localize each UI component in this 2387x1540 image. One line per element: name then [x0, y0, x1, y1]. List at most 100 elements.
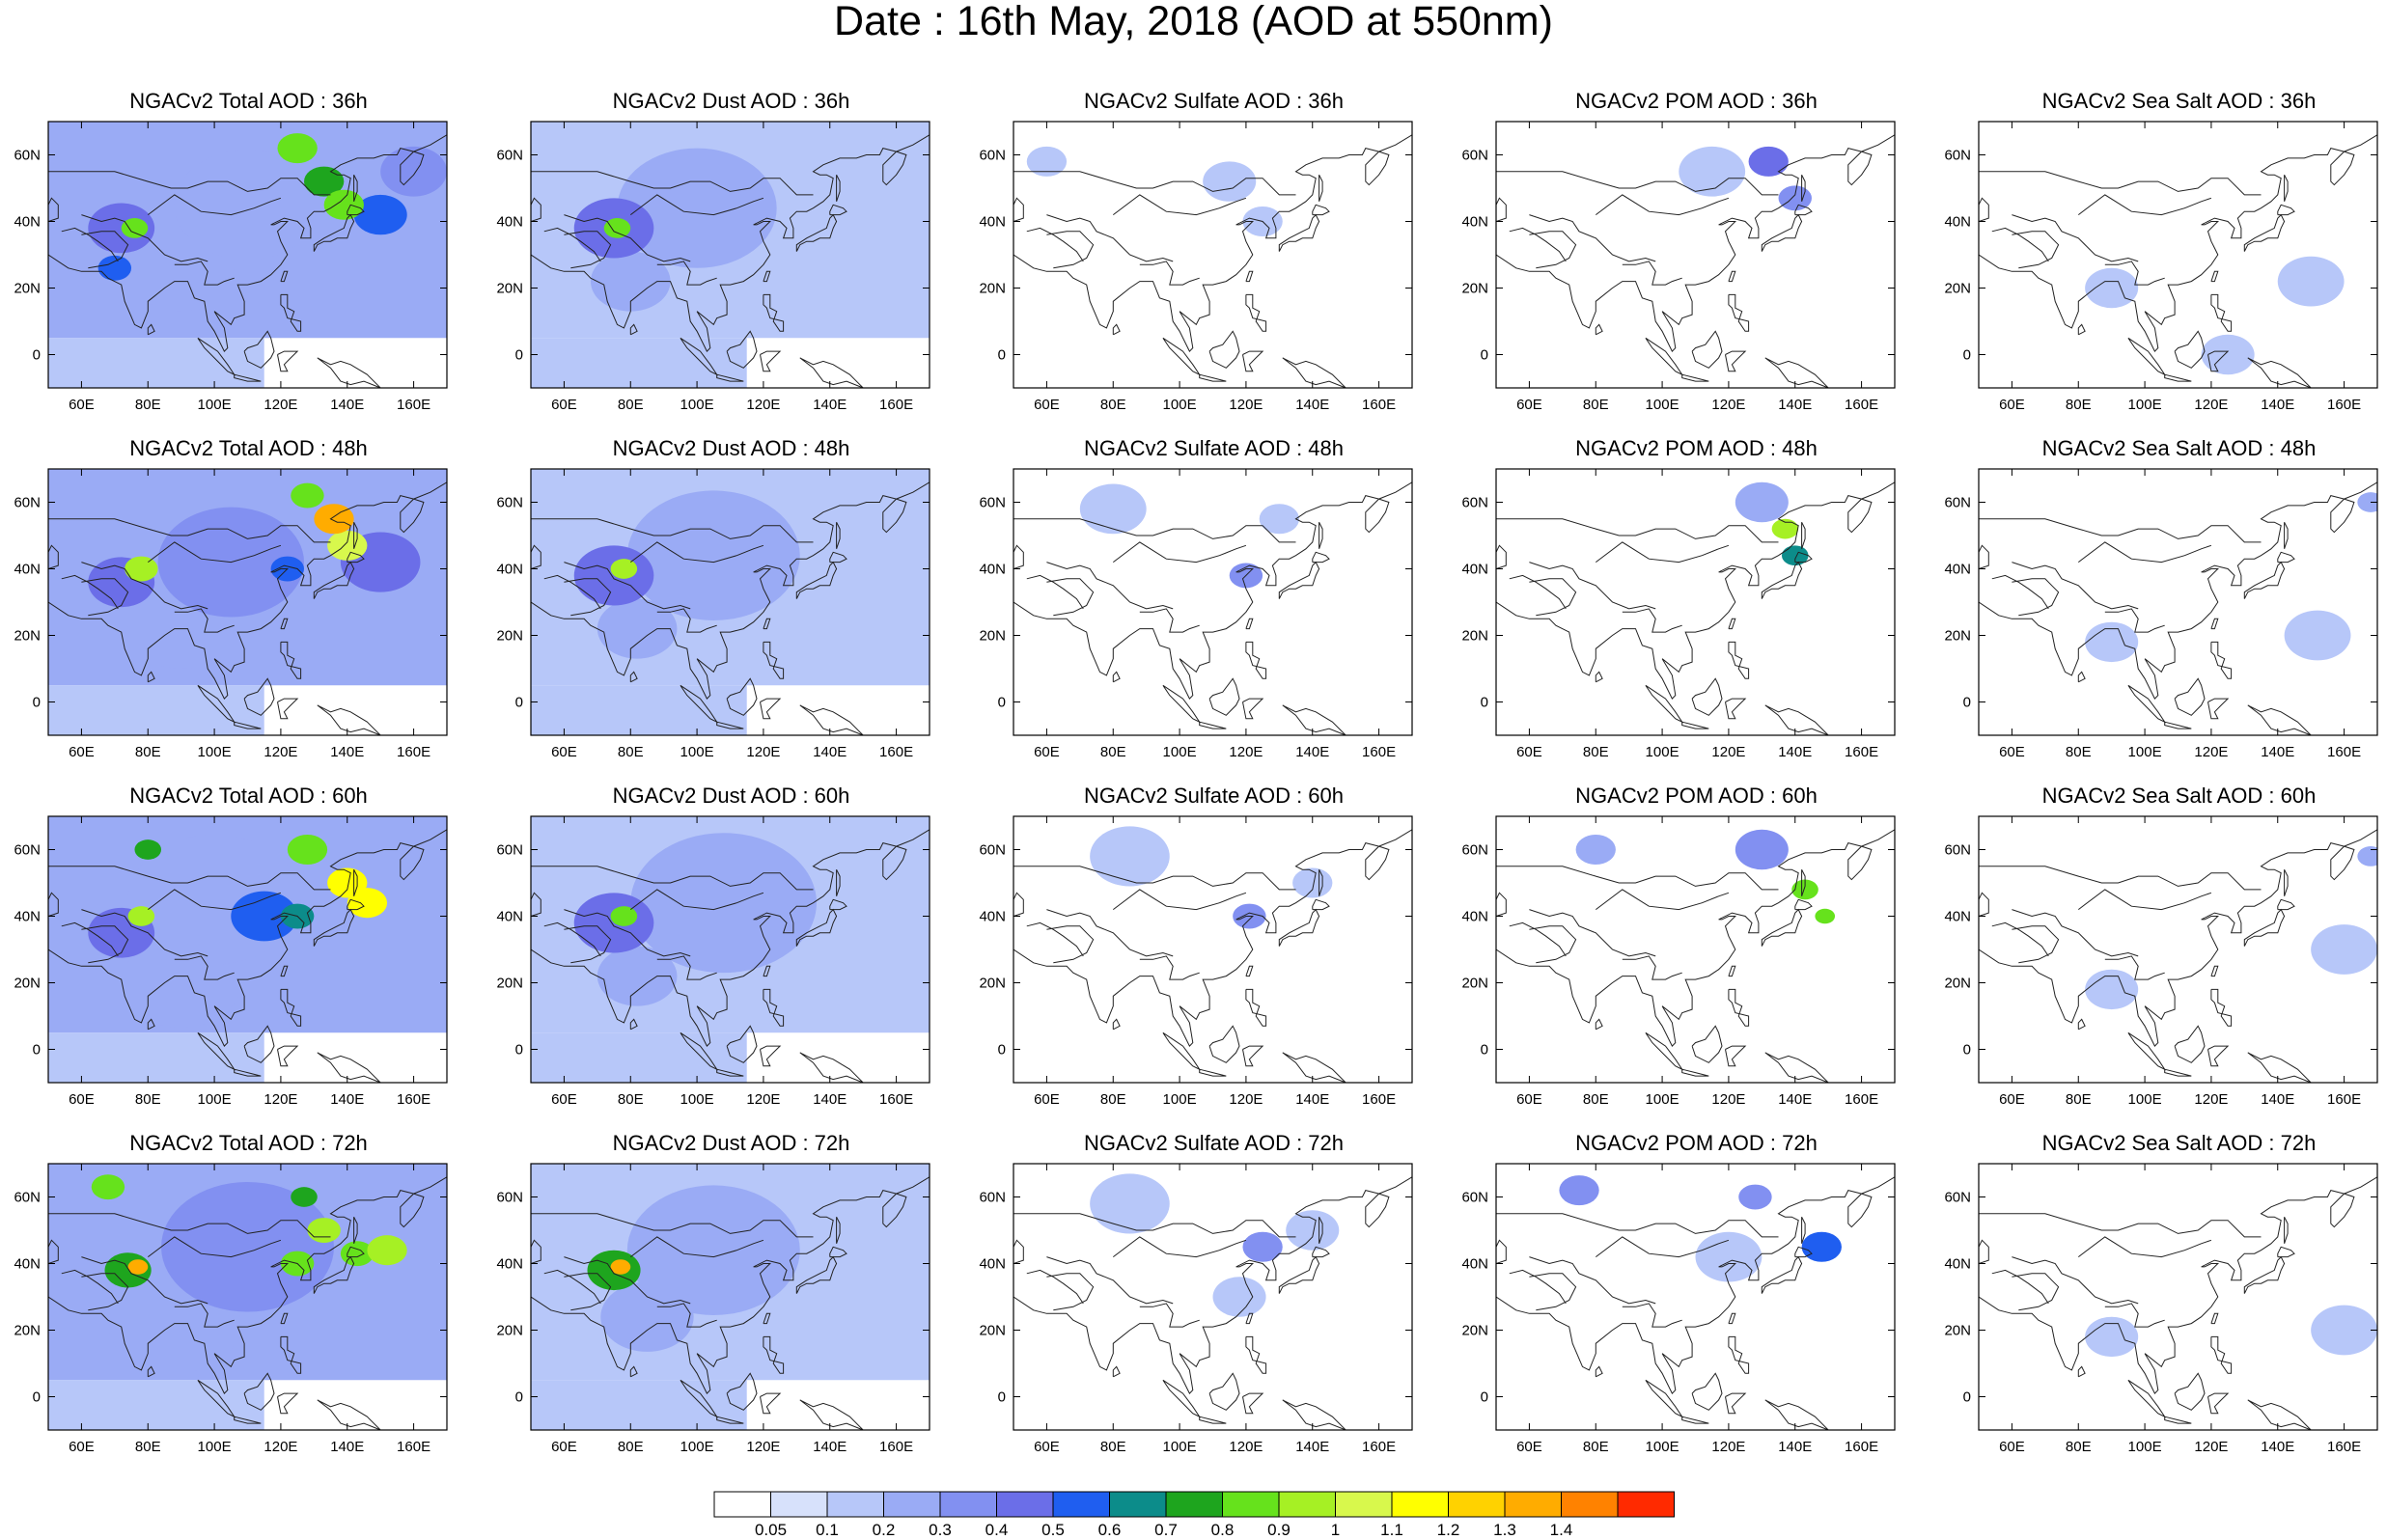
coastline — [1242, 1045, 1264, 1067]
lat-tick-label: 20N — [1461, 1323, 1488, 1339]
aod-map: 60E 80E 100E 120E 140E 160E 0 20N 40N 60N — [979, 121, 1413, 413]
coastline — [48, 1213, 331, 1238]
coastline — [2012, 1256, 2139, 1305]
lon-tick-label: 160E — [1845, 744, 1878, 760]
aod-map: 60E 80E 100E 120E 140E 160E 0 20N 40N 60N — [14, 468, 448, 760]
panel-title: NGACv2 Sea Salt AOD : 72h — [2041, 1131, 2317, 1155]
lat-tick-label: 0 — [1963, 695, 1971, 711]
coastline — [795, 908, 838, 947]
coastline — [1318, 521, 1323, 549]
lon-tick-label: 160E — [1845, 1091, 1878, 1108]
map-frame — [1495, 1163, 1896, 1431]
coastline — [1529, 231, 1577, 269]
map-frame — [530, 121, 930, 389]
panel-title: NGACv2 Dust AOD : 72h — [612, 1131, 850, 1155]
coastline — [317, 704, 381, 735]
aod-plume — [91, 1174, 125, 1200]
lon-tick-label: 80E — [1100, 1439, 1126, 1455]
coastline — [836, 868, 841, 896]
lon-tick-label: 60E — [1034, 397, 1060, 413]
coastline — [1282, 357, 1346, 388]
coastline — [1691, 330, 1723, 369]
lat-tick-label: 0 — [1481, 1389, 1488, 1406]
coastline — [1509, 1269, 1567, 1305]
lon-tick-label: 100E — [2128, 744, 2162, 760]
coastline — [2247, 704, 2312, 735]
colorbar-label: 1.4 — [1550, 1521, 1573, 1537]
coastline — [61, 227, 119, 262]
lat-tick-label: 60N — [496, 148, 523, 164]
lat-tick-label: 40N — [1461, 562, 1488, 578]
lon-tick-label: 140E — [1295, 397, 1329, 413]
aod-map: 60E 80E 100E 120E 140E 160E 0 20N 40N 60N — [1461, 121, 1896, 413]
lon-tick-label: 120E — [2194, 1439, 2228, 1455]
coastline — [1728, 965, 1736, 977]
map-panel-sulfate-48h: NGACv2 Sulfate AOD : 48h 60E 80E 100E 120E 14… — [979, 437, 1414, 760]
lon-tick-label: 140E — [813, 1091, 847, 1108]
coastline — [1496, 518, 1779, 543]
coastline — [1691, 1025, 1723, 1063]
aod-field — [48, 469, 447, 735]
lat-tick-label: 40N — [496, 562, 523, 578]
lon-tick-label: 60E — [1999, 744, 2025, 760]
aod-plume — [573, 893, 654, 953]
aod-plume — [307, 1218, 341, 1243]
map-frame — [1495, 121, 1896, 389]
coastline — [1046, 1256, 1174, 1305]
lat-tick-label: 20N — [14, 281, 41, 297]
coastline — [1278, 213, 1320, 252]
aod-map: 60E 80E 100E 120E 140E 160E 0 20N 40N 60N — [1461, 815, 1896, 1108]
coastline — [1046, 562, 1174, 610]
lon-tick-label: 140E — [1778, 744, 1812, 760]
coastline — [147, 889, 282, 911]
lon-tick-label: 100E — [1646, 744, 1679, 760]
aod-map: 60E 80E 100E 120E 140E 160E 0 20N 40N 60N — [1944, 121, 2378, 413]
aod-plume — [1679, 146, 1746, 197]
coastline — [564, 909, 691, 957]
lon-tick-label: 80E — [135, 1091, 161, 1108]
panel-title: NGACv2 POM AOD : 48h — [1575, 436, 1818, 460]
colorbar-bin — [1504, 1491, 1562, 1518]
lon-tick-label: 80E — [1100, 397, 1126, 413]
coastline — [2077, 671, 2086, 683]
lat-tick-label: 0 — [998, 1389, 1006, 1406]
coastline — [48, 481, 447, 700]
coastline — [243, 677, 275, 716]
aod-map: 60E 80E 100E 120E 140E 160E 0 20N 40N 60N — [1944, 1163, 2378, 1455]
lon-tick-label: 80E — [1100, 744, 1126, 760]
panel-title: NGACv2 Total AOD : 60h — [129, 784, 368, 808]
colorbar-label: 0.3 — [929, 1521, 952, 1537]
colorbar-label: 0.1 — [816, 1521, 839, 1537]
lon-tick-label: 100E — [198, 744, 232, 760]
lat-tick-label: 60N — [979, 842, 1006, 859]
lon-tick-label: 120E — [2194, 1091, 2228, 1108]
lon-tick-label: 80E — [618, 1091, 644, 1108]
lat-tick-label: 0 — [998, 695, 1006, 711]
coastline — [197, 1379, 236, 1418]
lon-tick-label: 160E — [1845, 1439, 1878, 1455]
lon-tick-label: 80E — [135, 744, 161, 760]
colorbar-bin — [713, 1491, 771, 1518]
aod-plume — [617, 148, 777, 268]
coastline — [2077, 1236, 2212, 1258]
lat-tick-label: 40N — [979, 1256, 1006, 1273]
lon-tick-label: 160E — [879, 397, 913, 413]
coastline — [1529, 925, 1577, 964]
aod-plume — [134, 839, 162, 860]
aod-plume — [2201, 334, 2255, 375]
aod-background — [48, 1032, 264, 1083]
lon-tick-label: 140E — [330, 397, 364, 413]
lat-tick-label: 40N — [496, 1256, 523, 1273]
colorbar-bin — [1052, 1491, 1110, 1518]
coastline — [2277, 1246, 2295, 1258]
lon-tick-label: 120E — [746, 744, 780, 760]
lon-tick-label: 60E — [1516, 744, 1542, 760]
lon-tick-label: 140E — [2261, 744, 2294, 760]
coastline — [1764, 1052, 1829, 1083]
coastline — [1245, 1335, 1267, 1374]
coastline — [2104, 1303, 2165, 1328]
coastline — [829, 898, 847, 911]
coastline — [1991, 227, 2049, 262]
lat-tick-label: 0 — [1963, 1042, 1971, 1059]
